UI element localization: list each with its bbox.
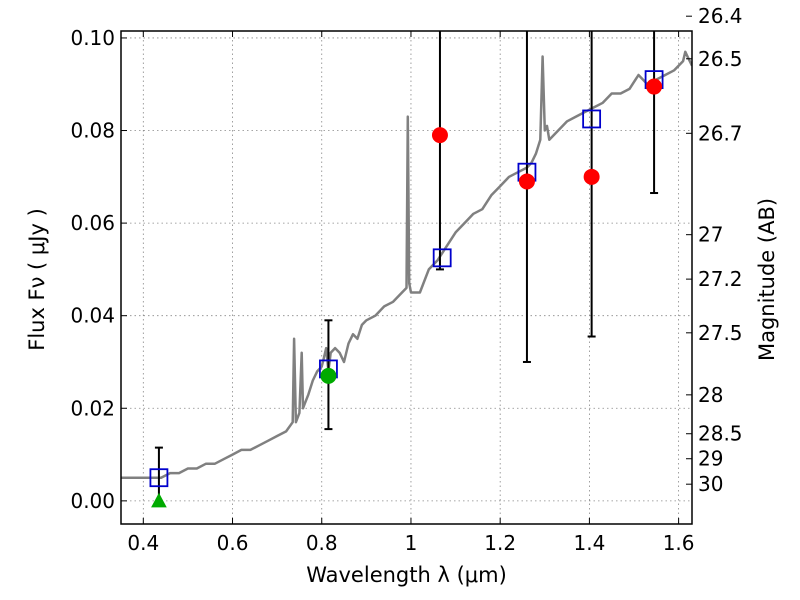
x-axis-ticks: 0.4 0.6 0.8 1 1.2 1.4 1.6 <box>127 31 695 555</box>
y-tick-label: 0.02 <box>70 396 115 420</box>
magnitude-tick-label: 27 <box>698 223 723 247</box>
spectrum-line <box>121 50 692 479</box>
model-point <box>432 248 452 268</box>
plot-frame <box>120 30 693 525</box>
x-tick-label: 0.4 <box>127 531 159 555</box>
detection-point <box>431 127 448 144</box>
magnitude-tick-label: 29 <box>698 447 723 471</box>
detection-point <box>646 78 663 95</box>
x-tick-label: 0.6 <box>217 531 249 555</box>
magnitude-tick-label: 27.2 <box>698 267 743 291</box>
y-tick-label: 0.10 <box>70 26 115 50</box>
magnitude-tick-label: 28 <box>698 383 723 407</box>
magnitude-tick-label: 26.5 <box>698 47 743 71</box>
magnitude-tick-label: 28.5 <box>698 422 743 446</box>
x-tick-label: 1 <box>405 531 418 555</box>
magnitude-tick-label: 27.5 <box>698 321 743 345</box>
x-tick-label: 1.2 <box>484 531 516 555</box>
model-point <box>582 109 602 129</box>
x-tick-label: 1.4 <box>573 531 605 555</box>
y-tick-label: 0.00 <box>70 489 115 513</box>
upper-limit-triangle <box>151 492 167 508</box>
y-tick-label: 0.08 <box>70 119 115 143</box>
detection-point <box>583 168 600 185</box>
grid-lines <box>121 31 692 524</box>
magnitude-tick-label: 26.4 <box>698 4 743 28</box>
spectrum-layer <box>121 50 692 479</box>
x-tick-label: 1.6 <box>663 531 695 555</box>
x-tick-label: 0.8 <box>306 531 338 555</box>
y-tick-label: 0.04 <box>70 304 115 328</box>
y-axis-ticks: 0.00 0.02 0.04 0.06 0.08 0.10 <box>70 26 127 513</box>
detections-layer <box>151 78 663 508</box>
x-axis-label: Wavelength λ (μm) <box>306 563 507 587</box>
detection-point <box>518 173 535 190</box>
y-axis-label: Flux Fν ( μJy ) <box>25 208 49 351</box>
magnitude-axis-label: Magnitude (AB) <box>755 198 779 361</box>
model-point <box>149 468 169 488</box>
detection-point-green <box>320 367 337 384</box>
magnitude-tick-label: 26.7 <box>698 121 743 145</box>
y-tick-label: 0.06 <box>70 211 115 235</box>
magnitude-tick-label: 30 <box>698 472 723 496</box>
